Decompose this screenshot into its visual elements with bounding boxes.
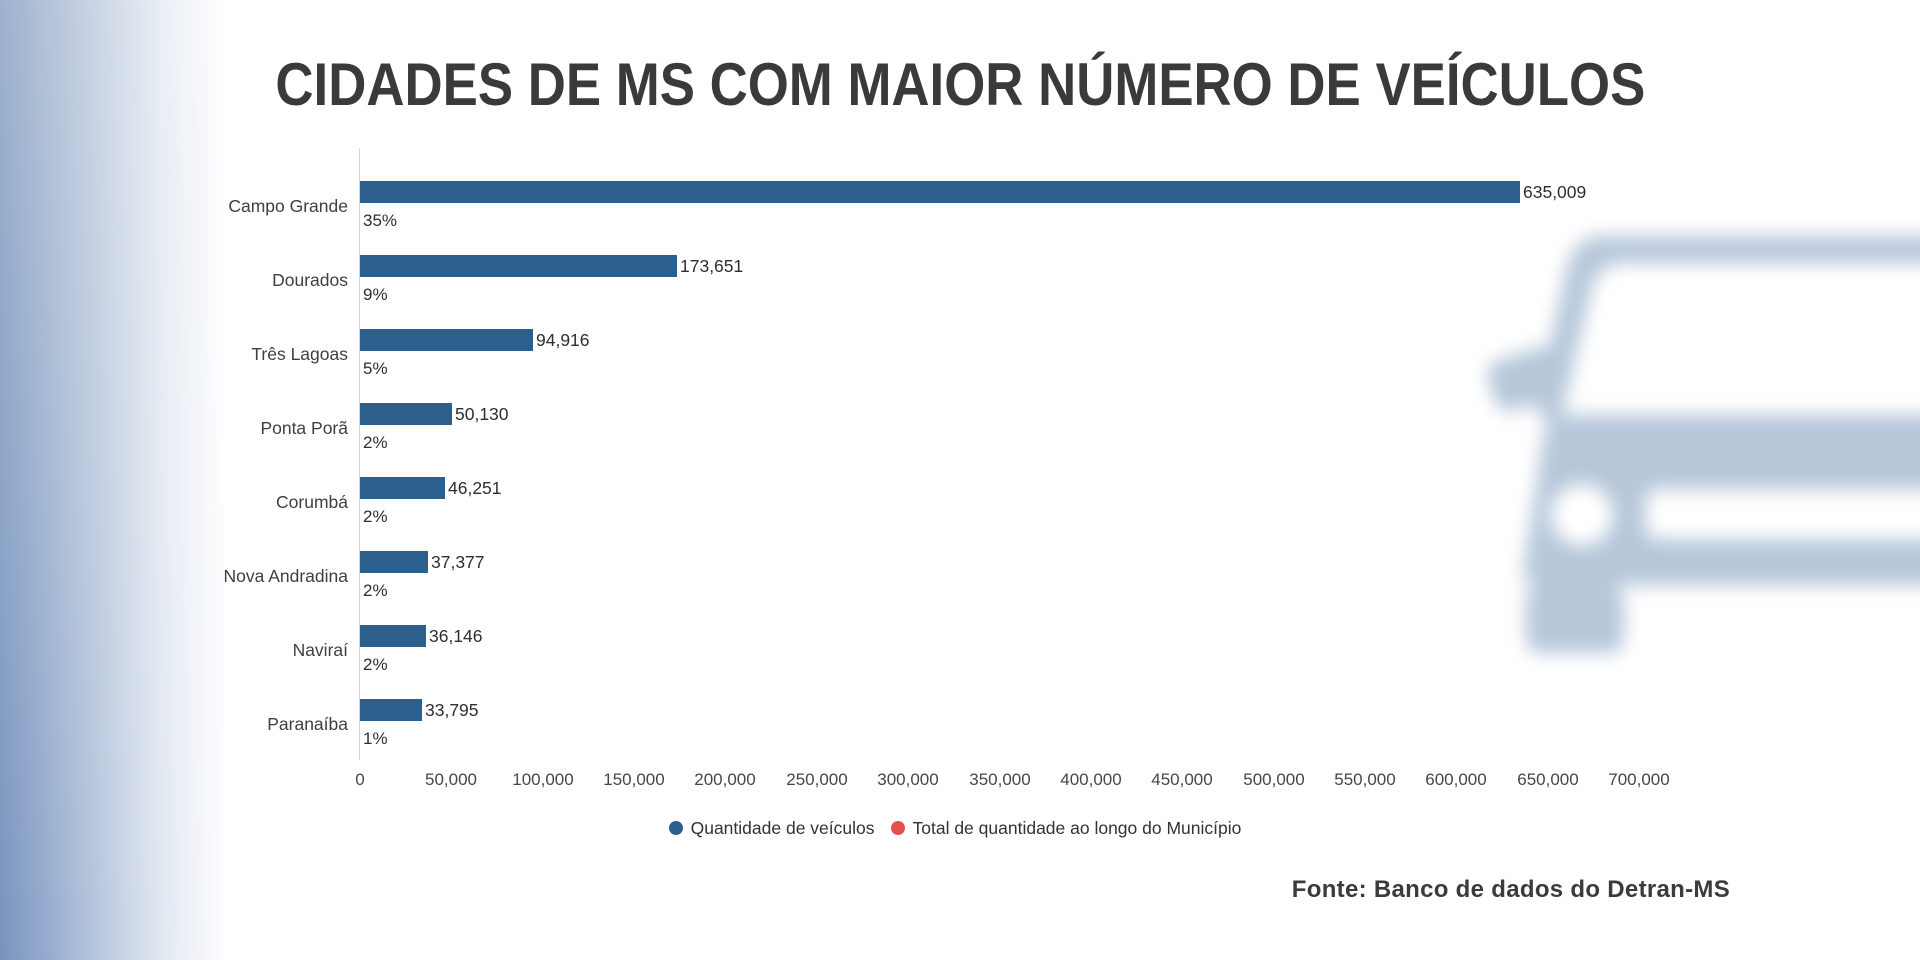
x-axis-tick-label: 250,000 <box>786 770 848 789</box>
bar-value-label: 33,795 <box>425 700 479 720</box>
x-axis-tick-label: 650,000 <box>1517 770 1579 789</box>
category-label: Campo Grande <box>228 196 348 216</box>
bar-percent-label: 1% <box>363 729 388 748</box>
chart-title-text: CIDADES DE MS COM MAIOR NÚMERO DE VEÍCUL… <box>275 51 1645 118</box>
legend-label: Quantidade de veículos <box>690 817 875 838</box>
x-axis-tick-label: 600,000 <box>1425 770 1487 789</box>
bar <box>360 625 426 647</box>
bar-row: Três Lagoas 94,916 5% <box>0 314 1920 388</box>
category-label: Ponta Porã <box>260 418 348 438</box>
legend-dot <box>890 821 905 835</box>
bar-row: Corumbá 46,251 2% <box>0 462 1920 536</box>
category-label: Corumbá <box>276 492 348 512</box>
bar <box>360 477 445 499</box>
bar-row: Ponta Porã 50,130 2% <box>0 388 1920 462</box>
x-axis-tick-label: 50,000 <box>425 770 477 789</box>
y-axis-line <box>359 148 360 760</box>
x-axis-tick-label: 0 <box>355 770 365 789</box>
bar <box>360 403 452 425</box>
x-axis-tick-label: 450,000 <box>1151 770 1213 789</box>
bar-row: Naviraí 36,146 2% <box>0 610 1920 684</box>
bar-value-label: 635,009 <box>1523 182 1587 202</box>
legend-dot <box>668 821 683 835</box>
bar-row: Nova Andradina 37,377 2% <box>0 536 1920 610</box>
bar-value-label: 37,377 <box>431 552 485 572</box>
bar-value-label: 36,146 <box>429 626 483 646</box>
x-axis-tick-label: 700,000 <box>1608 770 1670 789</box>
bar <box>360 551 428 573</box>
x-axis-tick-label: 150,000 <box>603 770 665 789</box>
category-label: Paranaíba <box>267 714 348 734</box>
chart-title: CIDADES DE MS COM MAIOR NÚMERO DE VEÍCUL… <box>25 50 1895 119</box>
legend-label: Total de quantidade ao longo do Municípi… <box>912 817 1242 838</box>
category-label: Dourados <box>272 270 348 290</box>
bar <box>360 181 1520 203</box>
bar-value-label: 50,130 <box>455 404 509 424</box>
bar-row: Campo Grande 635,009 35% <box>0 166 1920 240</box>
category-label: Três Lagoas <box>251 344 348 364</box>
x-axis-tick-label: 500,000 <box>1243 770 1305 789</box>
x-axis-tick-label: 100,000 <box>512 770 574 789</box>
bar-row: Dourados 173,651 9% <box>0 240 1920 314</box>
x-axis-tick-label: 200,000 <box>694 770 756 789</box>
bar-value-label: 173,651 <box>680 256 744 276</box>
bar-value-label: 46,251 <box>448 478 502 498</box>
category-label: Naviraí <box>292 640 348 660</box>
bar-percent-label: 5% <box>363 359 388 378</box>
bar <box>360 255 677 277</box>
bar-rows: Campo Grande 635,009 35% Dourados 173,651 9% T… <box>0 166 1920 758</box>
x-axis: 0 50,000 100,000 150,000 200,000 250,000 300,0… <box>0 768 1920 792</box>
legend-item: Quantidade de veículos <box>668 817 875 839</box>
bar-row: Paranaíba 33,795 1% <box>0 684 1920 758</box>
bar-percent-label: 2% <box>363 655 388 674</box>
bar-percent-label: 2% <box>363 507 388 526</box>
bar-value-label: 94,916 <box>536 330 590 350</box>
x-axis-tick-label: 400,000 <box>1060 770 1122 789</box>
bar <box>360 329 533 351</box>
category-label: Nova Andradina <box>223 566 348 586</box>
x-axis-tick-label: 350,000 <box>969 770 1031 789</box>
bar-percent-label: 35% <box>363 211 398 230</box>
bar-percent-label: 2% <box>363 433 388 452</box>
chart-legend: Quantidade de veículos Total de quantidad… <box>315 815 1595 841</box>
bar <box>360 699 422 721</box>
bar-percent-label: 9% <box>363 285 388 304</box>
legend-item: Total de quantidade ao longo do Municípi… <box>890 817 1242 839</box>
x-axis-tick-label: 550,000 <box>1334 770 1396 789</box>
source-note: Fonte: Banco de dados do Detran-MS <box>1291 876 1730 903</box>
x-axis-tick-label: 300,000 <box>877 770 939 789</box>
bar-percent-label: 2% <box>363 581 388 600</box>
